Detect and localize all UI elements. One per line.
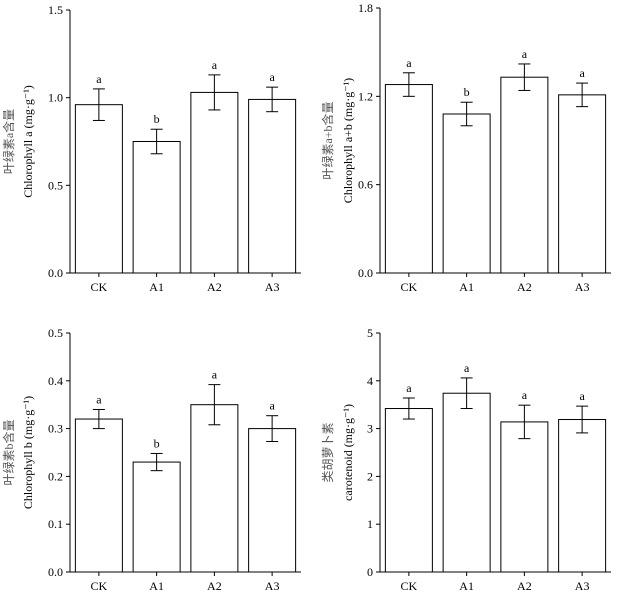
y-axis-label-cn: 叶绿素a含量 [1,109,16,174]
y-tick-label: 1.8 [358,1,373,15]
category-label: A3 [265,579,280,593]
y-axis-label-en: Chlorophyll a+b (mg·g⁻¹) [341,78,355,203]
category-label: CK [401,579,418,593]
chart-panel-3: 0.0 0.1 0.2 0.3 0.4 0.5 a CK b A1 a A2 a A3 叶绿素b含量 Chlo… [1,326,301,593]
category-label: A1 [459,579,474,593]
y-tick-label: 0.0 [48,266,63,280]
category-label: A2 [207,579,222,593]
bar-a2 [190,404,239,573]
significance-letter: b [154,112,160,126]
y-tick-label: 5 [367,326,373,340]
y-tick-label: 0.0 [48,565,63,579]
y-axis-label-en: Chlorophyll b (mg·g⁻¹) [21,396,35,509]
bar-a1 [132,461,181,573]
y-tick-label: 4 [367,374,373,388]
significance-letter: b [464,85,470,99]
y-axis-label-cn: 叶绿素a+b含量 [320,101,335,179]
y-tick-label: 1 [367,517,373,531]
significance-letter: a [269,399,275,413]
bar-a1 [442,392,491,573]
significance-letter: a [269,70,275,84]
category-label: A1 [459,280,474,294]
y-tick-label: 1.0 [48,91,63,105]
y-tick-label: 0.1 [48,517,63,531]
category-label: A2 [517,579,532,593]
significance-letter: a [212,58,218,72]
bar-ck [384,84,433,274]
y-tick-label: 1.2 [358,89,373,103]
category-label: A2 [207,280,222,294]
bar-a1 [442,113,491,274]
bar-a3 [558,419,607,573]
bar-a3 [248,98,297,274]
y-tick-label: 0.6 [358,178,373,192]
category-label: CK [91,280,108,294]
y-axis-label-en: carotenoid (mg·g⁻¹) [341,404,355,501]
chart-panel-4: 0 1 2 3 4 5 a CK a A1 a A2 a A3 类胡萝卜素 carotenoid (mg·g⁻… [321,326,611,593]
bar-a1 [132,141,181,274]
bar-a2 [190,91,239,274]
significance-letter: a [464,361,470,375]
significance-letter: a [579,389,585,403]
bar-a2 [500,76,549,274]
significance-letter: a [522,47,528,61]
y-tick-label: 0.2 [48,469,63,483]
significance-letter: a [212,368,218,382]
category-label: A3 [575,280,590,294]
significance-letter: a [96,392,102,406]
bar-ck [74,104,123,274]
y-axis-label-cn: 叶绿素b含量 [1,419,16,485]
bar-a3 [248,428,297,573]
y-tick-label: 2 [367,469,373,483]
bar-ck [74,418,123,573]
significance-letter: a [406,56,412,70]
significance-letter: a [406,381,412,395]
y-tick-label: 0.3 [48,422,63,436]
y-tick-label: 3 [367,422,373,436]
y-tick-label: 0.5 [48,326,63,340]
chart-panel-2: 0.0 0.6 1.2 1.8 a CK b A1 a A2 a A3 叶绿素a+b含量 Chloroph… [320,1,611,294]
y-axis-label-cn: 类胡萝卜素 [321,422,335,482]
category-label: A2 [517,280,532,294]
y-tick-label: 0 [367,565,373,579]
bar-a3 [558,94,607,274]
category-label: A3 [265,280,280,294]
y-tick-label: 0.0 [358,266,373,280]
category-label: A1 [149,280,164,294]
category-label: CK [91,579,108,593]
chart-panel-1: 0.0 0.5 1.0 1.5 a CK b A1 a A2 a A3 叶绿素a含量 Chlorophyl… [1,3,301,294]
significance-letter: a [579,66,585,80]
significance-letter: a [96,72,102,86]
bar-a2 [500,421,549,573]
y-tick-label: 1.5 [48,3,63,17]
significance-letter: a [522,388,528,402]
category-label: A3 [575,579,590,593]
category-label: CK [401,280,418,294]
significance-letter: b [154,436,160,450]
y-tick-label: 0.4 [48,374,63,388]
y-tick-label: 0.5 [48,178,63,192]
y-axis-label-en: Chlorophyll a (mg·g⁻¹) [21,85,35,198]
category-label: A1 [149,579,164,593]
bar-ck [384,408,433,573]
